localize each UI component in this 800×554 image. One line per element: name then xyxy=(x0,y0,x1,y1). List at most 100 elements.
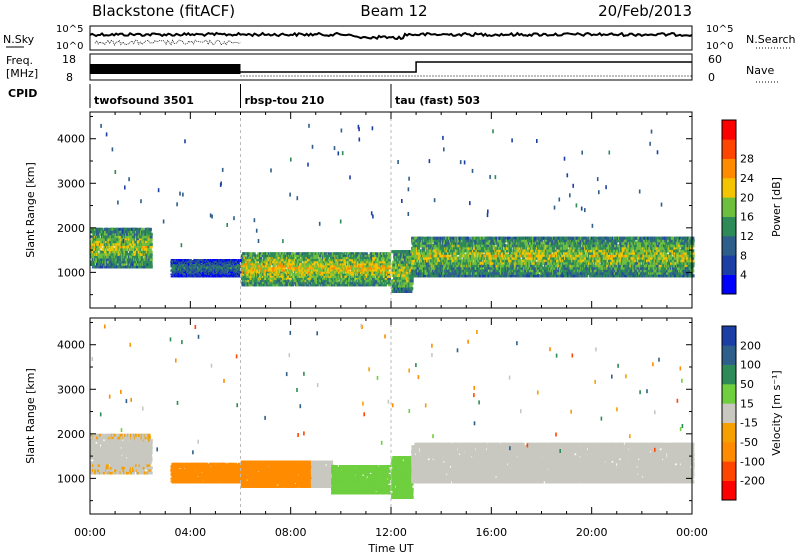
echo-cell xyxy=(195,261,199,263)
cpid-segment-label: rbsp-tou 210 xyxy=(245,94,325,107)
echo-cell xyxy=(254,283,258,287)
echo-cell xyxy=(231,272,235,275)
echo-cell xyxy=(134,265,138,269)
echo-cell xyxy=(210,272,215,275)
echo-cell xyxy=(114,245,118,249)
echo-cell xyxy=(143,237,147,241)
echo-cell xyxy=(142,250,146,254)
echo-cell xyxy=(244,279,248,283)
echo-cell xyxy=(241,281,245,285)
echo-cell xyxy=(211,270,215,272)
echo-cell xyxy=(247,269,251,272)
echo-cell xyxy=(174,262,178,264)
echo-cell xyxy=(250,264,254,268)
echo-cell xyxy=(239,260,243,262)
echo-cell xyxy=(202,272,206,275)
echo-cell xyxy=(244,262,248,266)
echo-cell xyxy=(91,255,95,259)
echo-cell xyxy=(222,275,226,278)
echo-cell xyxy=(110,265,114,269)
echo-cell xyxy=(108,262,112,266)
echo-cell xyxy=(147,257,151,261)
echo-cell xyxy=(115,242,119,246)
echo-cell xyxy=(224,267,228,270)
echo-cell xyxy=(108,232,112,236)
echo-cell xyxy=(199,264,203,267)
echo-cell xyxy=(191,271,195,273)
echo-cell xyxy=(118,237,122,241)
echo-cell xyxy=(208,273,212,276)
echo-cell xyxy=(247,271,251,274)
echo-cell xyxy=(201,274,205,277)
echo-cell xyxy=(129,265,133,269)
echo-cell xyxy=(200,266,204,269)
echo-cell xyxy=(196,273,200,276)
echo-cell xyxy=(172,260,176,262)
echo-cell xyxy=(222,259,226,261)
echo-cell xyxy=(170,263,174,266)
echo-cell xyxy=(240,275,244,278)
echo-cell xyxy=(149,265,153,269)
echo-cell xyxy=(97,265,101,269)
echo-cell xyxy=(196,264,200,267)
echo-cell xyxy=(198,262,202,264)
echo-cell xyxy=(181,260,185,262)
echo-cell xyxy=(183,273,187,276)
echo-cells xyxy=(90,123,695,293)
echo-cell xyxy=(179,266,183,269)
echo-cell xyxy=(238,264,242,267)
echo-cell xyxy=(132,255,136,259)
echo-cell xyxy=(114,262,118,266)
echo-cell xyxy=(214,263,218,266)
echo-cell xyxy=(102,245,106,249)
echo-cell xyxy=(217,263,221,266)
date-title: 20/Feb/2013 xyxy=(598,2,692,20)
echo-cell xyxy=(146,227,150,231)
echo-cell xyxy=(115,235,119,239)
echo-cell xyxy=(387,271,391,274)
echo-cell xyxy=(95,262,100,266)
echo-cell xyxy=(122,245,126,249)
echo-cell xyxy=(240,264,244,268)
echo-cell xyxy=(141,237,145,241)
echo-cell xyxy=(111,260,115,264)
echo-cell xyxy=(106,237,110,241)
echo-cell xyxy=(148,230,152,234)
echo-cell xyxy=(96,240,100,244)
echo-cell xyxy=(212,267,216,270)
echo-cell xyxy=(247,279,251,283)
echo-cell xyxy=(190,272,194,275)
echo-cell xyxy=(90,235,94,239)
echo-cell xyxy=(123,265,127,269)
echo-cell xyxy=(249,262,253,266)
echo-cell xyxy=(190,273,194,276)
echo-cell xyxy=(173,271,177,273)
echo-cell xyxy=(234,261,238,263)
echo-cell xyxy=(135,252,140,256)
echo-cell xyxy=(174,259,178,261)
echo-cell xyxy=(126,235,130,239)
echo-cell xyxy=(144,245,148,249)
echo-cell xyxy=(95,232,99,236)
echo-cell xyxy=(173,272,177,275)
echo-cell xyxy=(179,275,183,278)
echo-cell xyxy=(172,265,176,268)
echo-cell xyxy=(229,272,233,275)
echo-cell xyxy=(179,267,183,270)
echo-cell xyxy=(233,263,238,266)
echo-cell xyxy=(132,232,136,236)
echo-cell xyxy=(177,272,181,275)
echo-cell xyxy=(108,257,113,261)
echo-cell xyxy=(115,250,119,254)
echo-cell xyxy=(131,252,136,256)
echo-cell xyxy=(95,260,99,264)
echo-cell xyxy=(251,273,255,276)
echo-cell xyxy=(123,262,127,266)
echo-cell xyxy=(172,273,176,276)
echo-cell xyxy=(130,242,134,246)
nave-label: Nave xyxy=(746,64,774,77)
echo-cell xyxy=(202,270,206,272)
echo-cell xyxy=(92,242,96,246)
echo-cell xyxy=(177,274,181,277)
echo-cell xyxy=(171,261,175,263)
